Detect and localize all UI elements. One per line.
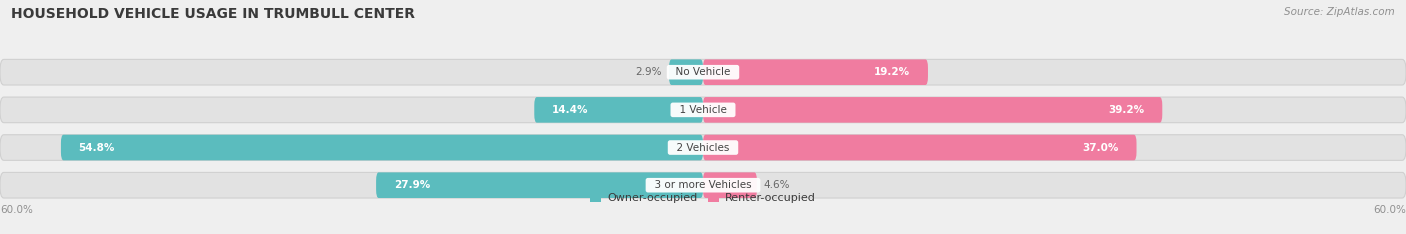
FancyBboxPatch shape: [703, 97, 1163, 123]
Text: 27.9%: 27.9%: [394, 180, 430, 190]
Text: No Vehicle: No Vehicle: [669, 67, 737, 77]
Text: 14.4%: 14.4%: [551, 105, 588, 115]
FancyBboxPatch shape: [0, 135, 1406, 160]
FancyBboxPatch shape: [0, 97, 1406, 123]
Text: 4.6%: 4.6%: [763, 180, 790, 190]
FancyBboxPatch shape: [0, 59, 1406, 85]
FancyBboxPatch shape: [703, 135, 1136, 160]
FancyBboxPatch shape: [377, 172, 703, 198]
FancyBboxPatch shape: [703, 172, 756, 198]
Text: 39.2%: 39.2%: [1108, 105, 1144, 115]
Text: 2.9%: 2.9%: [636, 67, 662, 77]
Text: 60.0%: 60.0%: [1374, 205, 1406, 215]
Text: HOUSEHOLD VEHICLE USAGE IN TRUMBULL CENTER: HOUSEHOLD VEHICLE USAGE IN TRUMBULL CENT…: [11, 7, 415, 21]
Text: 3 or more Vehicles: 3 or more Vehicles: [648, 180, 758, 190]
Text: 37.0%: 37.0%: [1083, 143, 1119, 153]
Text: 2 Vehicles: 2 Vehicles: [671, 143, 735, 153]
Text: Source: ZipAtlas.com: Source: ZipAtlas.com: [1284, 7, 1395, 17]
Text: 1 Vehicle: 1 Vehicle: [673, 105, 733, 115]
Text: 54.8%: 54.8%: [79, 143, 115, 153]
FancyBboxPatch shape: [0, 172, 1406, 198]
FancyBboxPatch shape: [534, 97, 703, 123]
Legend: Owner-occupied, Renter-occupied: Owner-occupied, Renter-occupied: [591, 193, 815, 203]
FancyBboxPatch shape: [669, 59, 703, 85]
FancyBboxPatch shape: [60, 135, 703, 160]
Text: 19.2%: 19.2%: [875, 67, 911, 77]
FancyBboxPatch shape: [703, 59, 928, 85]
Text: 60.0%: 60.0%: [0, 205, 32, 215]
